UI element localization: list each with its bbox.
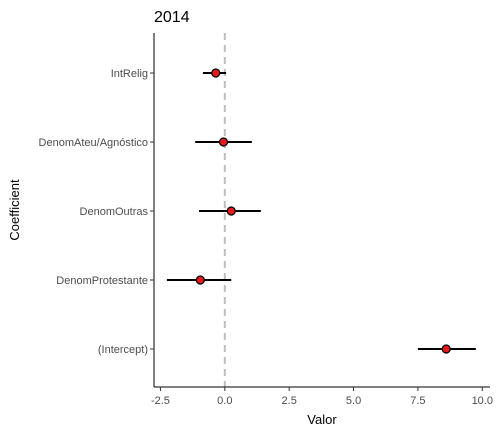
chart-title: 2014 <box>154 9 190 26</box>
x-tick-label: 2.5 <box>282 395 297 407</box>
x-axis-ticks: -2.5 0.0 2.5 5.0 7.5 10.0 <box>151 387 493 407</box>
y-tick-label: IntRelig <box>111 68 148 80</box>
estimate-point <box>441 344 451 354</box>
y-tick-label: DenomOutras <box>80 206 149 218</box>
y-axis-ticks: IntRelig DenomAteu/Agnóstico DenomOutras De… <box>39 68 154 356</box>
x-tick-label: 0.0 <box>217 395 232 407</box>
y-axis-title: Coefficient <box>7 179 22 241</box>
x-tick-label: -2.5 <box>151 395 170 407</box>
estimate-point <box>211 68 221 78</box>
estimate-point <box>218 137 229 147</box>
y-tick-label: DenomProtestante <box>56 275 148 287</box>
x-axis-title: Valor <box>307 412 337 427</box>
x-tick-label: 5.0 <box>346 395 361 407</box>
y-tick-label: DenomAteu/Agnóstico <box>39 137 148 149</box>
plot-area <box>166 33 476 387</box>
x-tick-label: 7.5 <box>410 395 425 407</box>
x-tick-label: 10.0 <box>472 395 493 407</box>
y-tick-label: (Intercept) <box>98 344 148 356</box>
estimate-point <box>195 275 205 285</box>
estimate-point <box>226 206 236 216</box>
